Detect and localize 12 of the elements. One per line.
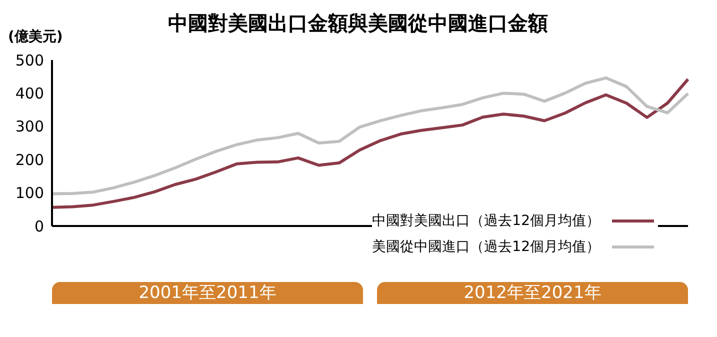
text: 2012年至2021年 <box>377 282 688 304</box>
y-tick-label: 200 <box>15 150 44 169</box>
y-tick-label: 300 <box>15 118 44 136</box>
y-tick-label: 100 <box>15 184 44 202</box>
y-tick-label: 500 <box>15 51 44 70</box>
y-tick-label: 0 <box>34 217 44 236</box>
chart-title: 中國對美國出口金額與美國從中國進口金額 <box>168 11 548 35</box>
text: 2001年至2011年 <box>52 282 363 304</box>
legend-label: 美國從中國進口（過去12個月均值） <box>372 238 600 256</box>
y-tick-label: 400 <box>15 84 44 103</box>
legend-label: 中國對美國出口（過去12個月均值） <box>372 212 600 230</box>
y-axis-title: (億美元) <box>8 28 63 46</box>
